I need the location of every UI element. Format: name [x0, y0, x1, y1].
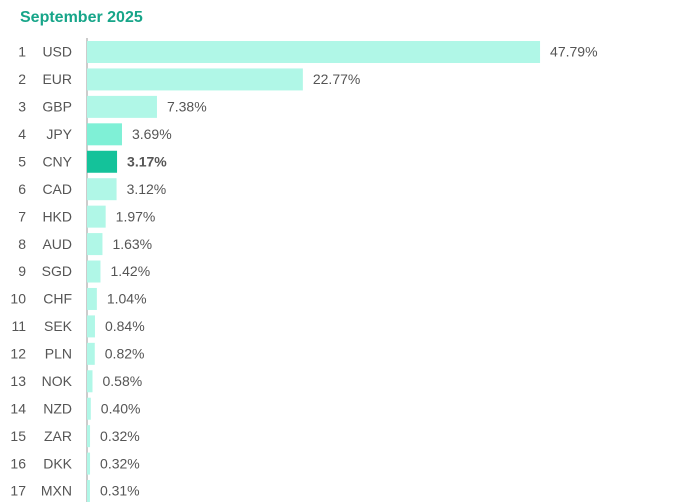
rank-label: 17	[10, 483, 26, 499]
bar	[87, 260, 101, 283]
chart-title: September 2025	[20, 9, 143, 26]
y-tick-label: EUR	[42, 71, 72, 87]
y-tick-label: NZD	[43, 400, 72, 416]
rank-label: 9	[18, 263, 26, 279]
value-label: 7.38%	[167, 99, 207, 115]
value-label: 0.31%	[100, 483, 140, 499]
value-label: 3.12%	[127, 181, 167, 197]
rank-label: 8	[18, 236, 26, 252]
bar	[87, 287, 97, 310]
value-label: 3.69%	[132, 126, 172, 142]
y-tick-label: PLN	[45, 346, 72, 362]
value-label: 3.17%	[127, 153, 167, 169]
value-label: 0.58%	[102, 373, 142, 389]
value-label: 0.84%	[105, 318, 145, 334]
rank-label: 13	[10, 373, 26, 389]
rank-label: 5	[18, 153, 26, 169]
value-label: 0.82%	[105, 346, 145, 362]
value-label: 1.04%	[107, 291, 147, 307]
y-tick-label: HKD	[42, 208, 72, 224]
y-tick-label: CHF	[43, 291, 72, 307]
y-tick-label: SGD	[42, 263, 72, 279]
rank-label: 1	[18, 44, 26, 60]
rank-label: 11	[11, 318, 26, 334]
y-tick-label: GBP	[42, 99, 72, 115]
y-tick-label: NOK	[42, 373, 73, 389]
value-label: 1.42%	[110, 263, 150, 279]
bar	[87, 68, 303, 91]
rank-label: 12	[10, 346, 26, 362]
y-tick-label: AUD	[42, 236, 72, 252]
rank-label: 2	[18, 71, 26, 87]
rank-label: 3	[18, 99, 26, 115]
bar	[87, 315, 95, 338]
bar	[87, 342, 95, 365]
y-tick-label: CAD	[42, 181, 72, 197]
value-label: 22.77%	[313, 71, 360, 87]
y-tick-label: MXN	[41, 483, 72, 499]
rank-label: 7	[18, 208, 26, 224]
bar	[87, 123, 122, 146]
bar	[87, 41, 541, 63]
rank-label: 4	[18, 126, 26, 142]
value-label: 0.32%	[100, 455, 140, 471]
y-tick-label: SEK	[44, 318, 73, 334]
rank-label: 15	[10, 428, 26, 444]
value-label: 0.40%	[101, 400, 141, 416]
y-tick-label: ZAR	[44, 428, 72, 444]
bar	[87, 370, 93, 393]
y-tick-label: JPY	[46, 126, 72, 142]
rank-label: 14	[10, 400, 26, 416]
bar	[87, 205, 106, 228]
value-label: 1.63%	[112, 236, 152, 252]
y-tick-label: CNY	[42, 153, 72, 169]
value-label: 47.79%	[550, 44, 597, 60]
value-label: 1.97%	[116, 208, 156, 224]
y-tick-label: USD	[42, 44, 72, 60]
bar	[87, 480, 90, 502]
bar	[87, 178, 117, 201]
y-tick-label: DKK	[43, 455, 72, 471]
bar	[87, 425, 91, 448]
rank-label: 16	[10, 455, 26, 471]
rank-label: 6	[18, 181, 26, 197]
bar	[87, 452, 91, 475]
bar	[87, 150, 118, 173]
rank-label: 10	[10, 291, 26, 307]
value-label: 0.32%	[100, 428, 140, 444]
bar	[87, 95, 157, 118]
bar	[87, 397, 91, 420]
bar	[87, 233, 103, 256]
